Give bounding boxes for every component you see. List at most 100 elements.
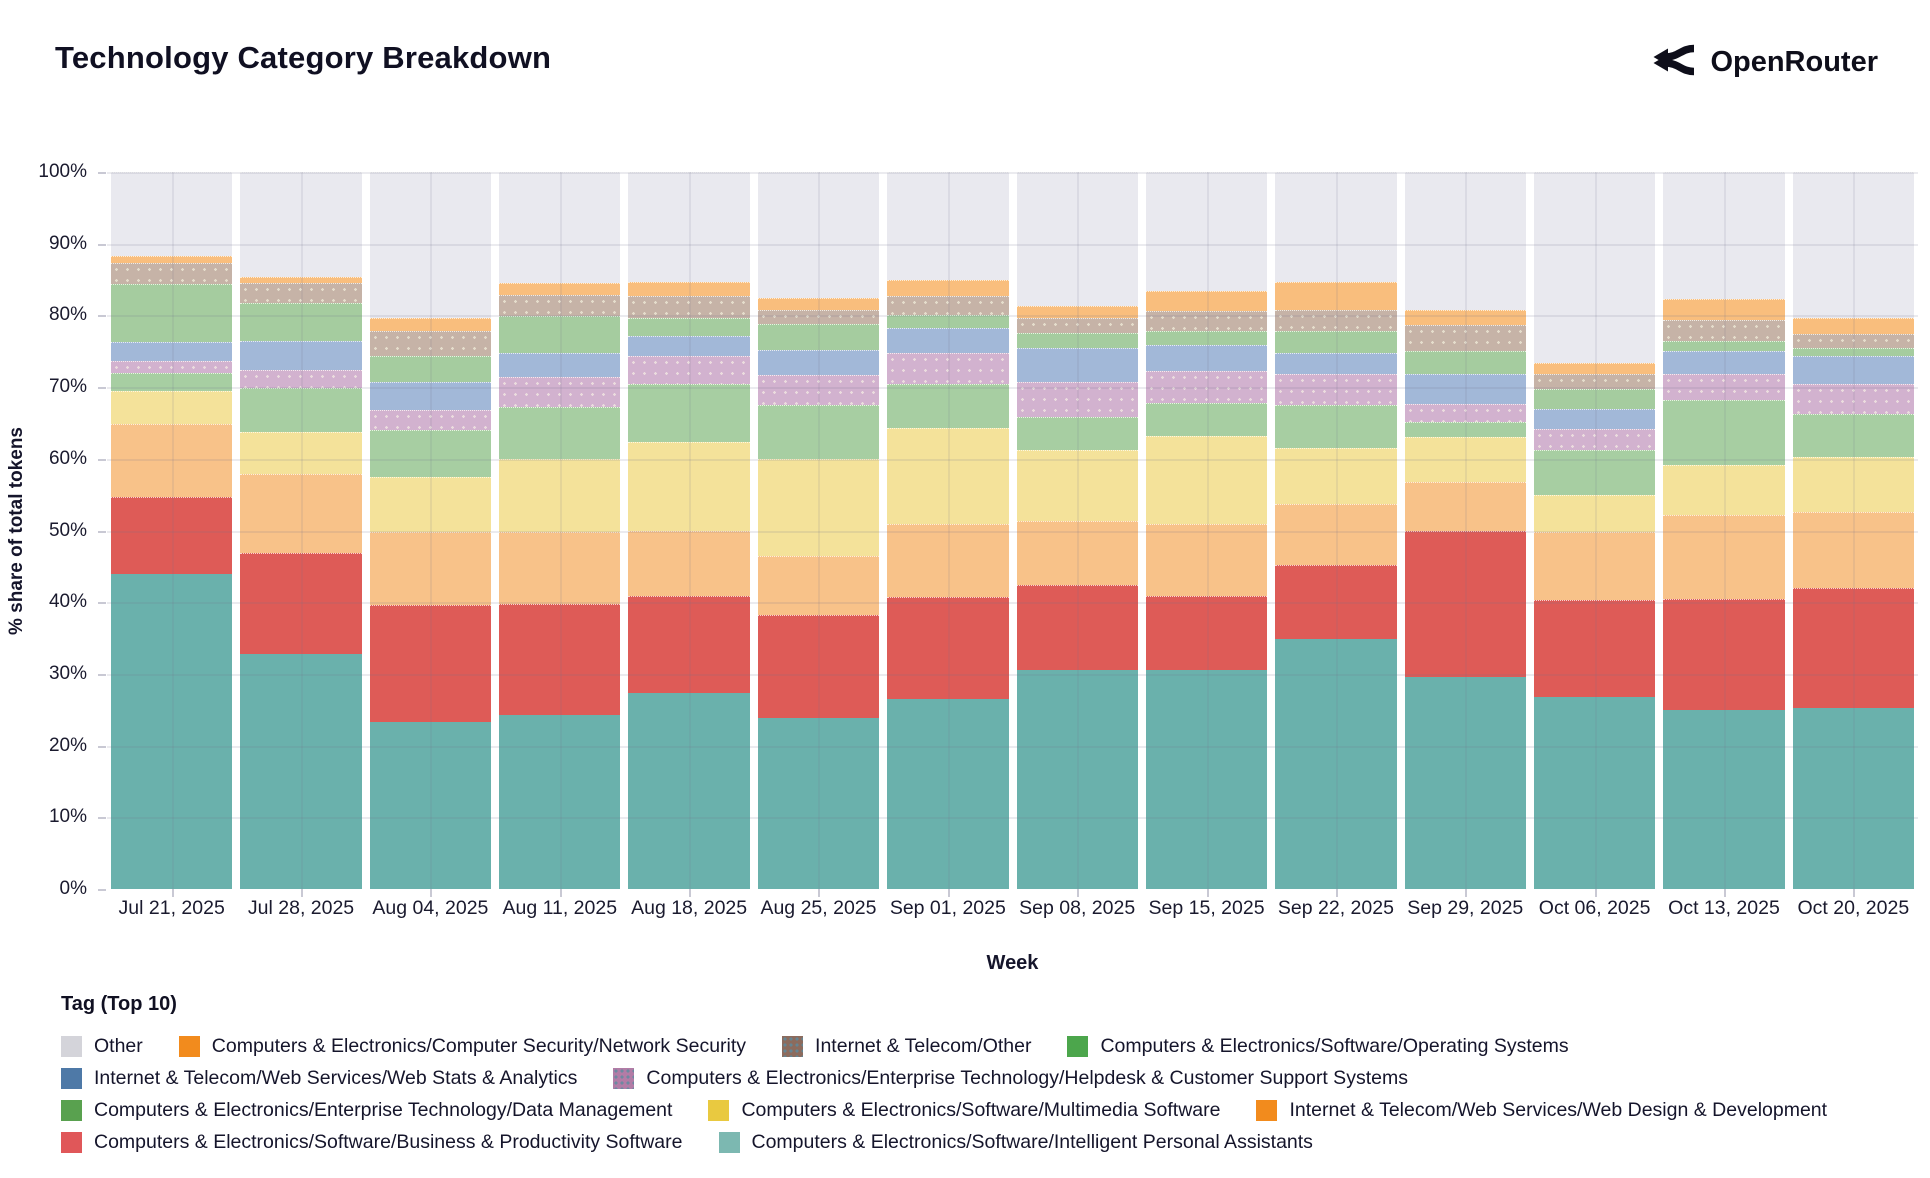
legend-label: Other: [94, 1034, 143, 1057]
segment-webstats: [369, 382, 492, 411]
legend-row: Computers & Electronics/Enterprise Techn…: [61, 1094, 1891, 1126]
segment-os: [1663, 340, 1785, 351]
x-tick-label: Aug 04, 2025: [372, 897, 489, 919]
segment-it_other: [757, 309, 880, 325]
segment-webstats: [1404, 373, 1526, 404]
stacked-bar: [628, 172, 750, 889]
segment-bizprod: [757, 615, 880, 719]
segment-webstats: [887, 328, 1009, 354]
segment-os: [1404, 350, 1526, 374]
x-axis-labels: Jul 21, 2025 Jul 28, 2025 Aug 04, 2025 Aug …: [107, 897, 1918, 920]
legend-swatch-other: [61, 1035, 82, 1057]
stacked-bar: [1792, 172, 1915, 889]
segment-multimedia: [1663, 464, 1785, 516]
bar-slot: [495, 172, 624, 889]
bar-slot: [1271, 172, 1400, 889]
legend-label: Computers & Electronics/Software/Busines…: [94, 1130, 683, 1153]
bar-slot: [1401, 172, 1530, 889]
segment-bizprod: [628, 596, 750, 694]
segment-it_other: [1404, 324, 1526, 351]
segment-netsec: [499, 283, 621, 296]
y-tick-label: 10%: [48, 806, 87, 828]
segment-it_other: [1792, 334, 1915, 348]
legend-item-ipa: Computers & Electronics/Software/Intelli…: [718, 1130, 1313, 1154]
segment-it_other: [1533, 374, 1656, 390]
segment-webstats: [1792, 356, 1915, 385]
y-tick-label: 20%: [48, 734, 87, 756]
segment-bizprod: [499, 603, 621, 715]
legend-title: Tag (Top 10): [61, 993, 177, 1015]
segment-webdesign: [1145, 524, 1268, 597]
legend-swatch-helpdesk: [613, 1067, 635, 1089]
segment-multimedia: [1404, 436, 1526, 482]
y-tick-label: 40%: [48, 591, 87, 613]
y-tick-mark: [98, 745, 106, 748]
segment-bizprod: [369, 605, 492, 722]
segment-ipa: [757, 718, 880, 889]
segment-netsec: [1404, 310, 1526, 325]
x-tick-mark: [947, 889, 950, 897]
segment-dm: [1016, 416, 1138, 450]
legend-row: Computers & Electronics/Software/Busines…: [61, 1126, 1891, 1158]
segment-os: [1016, 333, 1138, 348]
segment-it_other: [111, 263, 233, 284]
segment-other: [628, 172, 750, 282]
x-tick-label: Oct 13, 2025: [1668, 897, 1780, 919]
segment-webdesign: [240, 473, 362, 553]
segment-ipa: [628, 693, 750, 889]
segment-webstats: [1016, 347, 1138, 383]
segment-webstats: [1533, 409, 1656, 430]
brand-name: OpenRouter: [1710, 46, 1878, 78]
segment-webdesign: [111, 424, 233, 497]
segment-webstats: [1145, 344, 1268, 372]
segment-helpdesk: [1404, 403, 1526, 422]
legend-label: Computers & Electronics/Computer Securit…: [211, 1034, 747, 1057]
segment-os: [1145, 330, 1268, 345]
segment-multimedia: [887, 428, 1009, 525]
y-tick-mark: [98, 172, 106, 174]
segment-it_other: [1275, 310, 1397, 331]
segment-webstats: [499, 353, 621, 378]
segment-it_other: [1016, 317, 1138, 334]
segment-ipa: [1533, 696, 1656, 889]
segment-dm: [757, 405, 880, 459]
segment-ipa: [111, 573, 233, 889]
y-axis-title: % share of total tokens: [6, 427, 27, 635]
segment-helpdesk: [757, 374, 880, 406]
segment-multimedia: [111, 390, 233, 425]
y-tick-mark: [98, 530, 106, 533]
segment-other: [1275, 172, 1397, 283]
segment-helpdesk: [628, 356, 750, 385]
segment-bizprod: [1533, 600, 1656, 697]
bar-slot: [1530, 172, 1659, 889]
plot-area: 0% 10% 20% 30% 40% 50% 60% 70% 80% 90% 100%: [38, 161, 1918, 899]
bar-slot: [107, 172, 236, 889]
legend-label: Computers & Electronics/Software/Intelli…: [751, 1130, 1313, 1153]
y-tick-label: 30%: [48, 662, 87, 684]
legend-rows: Other Computers & Electronics/Computer Se…: [61, 1030, 1891, 1158]
segment-dm: [1792, 413, 1915, 458]
segment-dm: [1404, 421, 1526, 437]
segment-other: [1533, 172, 1656, 363]
segment-it_other: [240, 283, 362, 303]
segment-other: [240, 172, 362, 278]
segment-it_other: [369, 330, 492, 356]
legend-row: Internet & Telecom/Web Services/Web Stat…: [61, 1062, 1891, 1094]
segment-multimedia: [1533, 494, 1656, 532]
x-tick-mark: [559, 889, 562, 897]
segment-ipa: [1663, 710, 1785, 889]
x-tick-mark: [818, 889, 821, 897]
segment-it_other: [628, 296, 750, 318]
legend-item-dm: Computers & Electronics/Enterprise Techn…: [61, 1099, 672, 1122]
segment-bizprod: [1275, 564, 1397, 640]
legend-swatch-bizprod: [61, 1131, 82, 1153]
segment-dm: [1145, 402, 1268, 436]
segment-multimedia: [499, 458, 621, 532]
segment-netsec: [628, 281, 750, 297]
legend-label: Internet & Telecom/Web Services/Web Desi…: [1289, 1098, 1828, 1121]
segment-os: [369, 355, 492, 383]
bar-slot: [1659, 172, 1788, 889]
legend-swatch-os: [1067, 1035, 1089, 1057]
segment-bizprod: [111, 496, 233, 574]
segment-os: [1533, 389, 1656, 410]
